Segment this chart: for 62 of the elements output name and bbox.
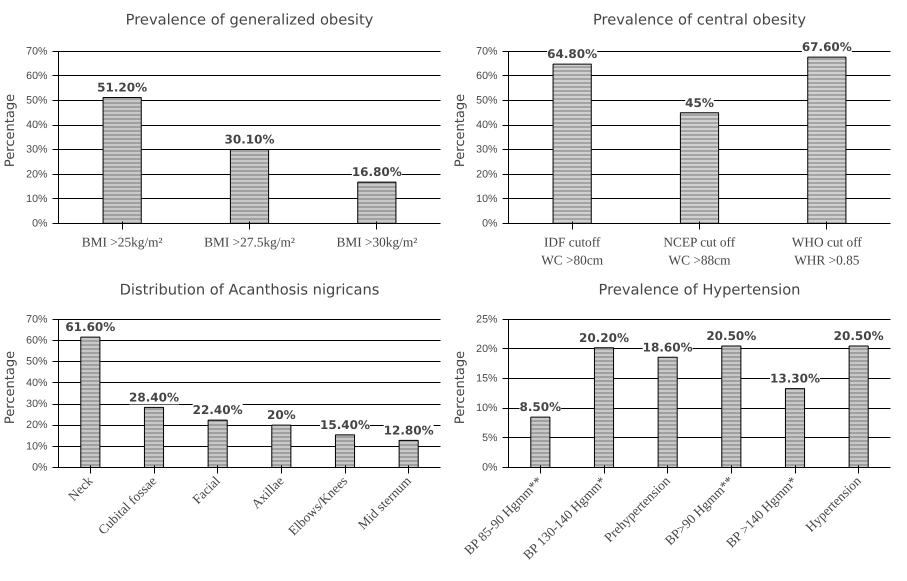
y-tick-label: 40%	[26, 376, 48, 389]
y-tick-label: 70%	[476, 45, 498, 58]
y-axis-title: Percentage	[3, 94, 18, 168]
x-tick-label: BMI >25kg/m²	[82, 234, 163, 250]
y-tick-label: 60%	[26, 70, 48, 82]
data-label: 20.20%	[579, 330, 629, 345]
y-tick-label: 0%	[32, 218, 48, 230]
x-tick-label: BMI >27.5kg/m²	[204, 234, 295, 250]
y-tick-label: 0%	[32, 462, 48, 474]
y-tick-label: 70%	[26, 313, 48, 326]
data-label: 15.40%	[320, 418, 370, 432]
data-label: 13.30%	[770, 372, 820, 386]
data-label: 20.50%	[706, 329, 756, 344]
data-label: 61.60%	[65, 320, 116, 334]
y-tick-label: 10%	[26, 192, 48, 205]
data-label: 22.40%	[192, 403, 243, 418]
data-label: 30.10%	[224, 132, 274, 146]
data-label: 64.80%	[547, 47, 598, 62]
data-label: 45%	[685, 96, 714, 110]
data-label: 20.50%	[834, 329, 884, 344]
y-tick-label: 50%	[476, 94, 498, 106]
y-axis-title: Percentage	[453, 350, 468, 424]
chart-title: Prevalence of central obesity	[592, 12, 806, 28]
y-tick-label: 25%	[476, 313, 498, 326]
chart-title: Prevalence of Hypertension	[598, 282, 800, 298]
y-tick-label: 40%	[476, 119, 498, 132]
y-tick-label: 30%	[26, 398, 48, 410]
y-tick-label: 40%	[26, 119, 48, 132]
y-tick-label: 15%	[476, 372, 498, 385]
y-axis-title: Percentage	[453, 94, 468, 168]
y-tick-label: 20%	[26, 168, 48, 180]
data-label: 67.60%	[802, 40, 852, 54]
y-tick-label: 10%	[476, 402, 498, 414]
y-tick-label: 10%	[476, 192, 498, 205]
x-tick-label: NCEP cut off WC >88cm	[663, 234, 736, 268]
y-tick-label: 20%	[476, 168, 498, 180]
y-tick-label: 5%	[482, 432, 498, 444]
y-tick-label: 0%	[482, 462, 498, 474]
y-tick-label: 20%	[476, 342, 498, 355]
y-tick-label: 30%	[26, 144, 48, 156]
data-label: 28.40%	[129, 390, 179, 404]
y-tick-label: 50%	[26, 356, 48, 368]
data-label: 8.50%	[520, 400, 562, 414]
x-tick-label: BMI >30kg/m²	[336, 234, 418, 250]
y-tick-label: 0%	[482, 218, 498, 230]
y-tick-label: 50%	[26, 94, 48, 106]
data-label: 51.20%	[97, 80, 148, 95]
y-tick-label: 20%	[26, 419, 48, 432]
chart-title: Prevalence of generalized obesity	[126, 12, 374, 28]
data-label: 20%	[266, 408, 296, 422]
data-label: 18.60%	[642, 340, 693, 354]
y-tick-label: 70%	[26, 45, 48, 58]
data-label: 12.80%	[384, 423, 434, 438]
data-label: 16.80%	[352, 165, 402, 180]
y-tick-label: 60%	[476, 70, 498, 82]
y-axis-title: Percentage	[3, 350, 18, 424]
y-tick-label: 60%	[26, 334, 48, 347]
x-tick-label: IDF cutoff WC >80cm	[541, 234, 604, 268]
chart-title: Distribution of Acanthosis nigricans	[120, 282, 380, 298]
y-tick-label: 30%	[476, 144, 498, 156]
y-tick-label: 10%	[26, 440, 48, 452]
x-tick-label: WHO cut off WHR >0.85	[792, 234, 862, 268]
